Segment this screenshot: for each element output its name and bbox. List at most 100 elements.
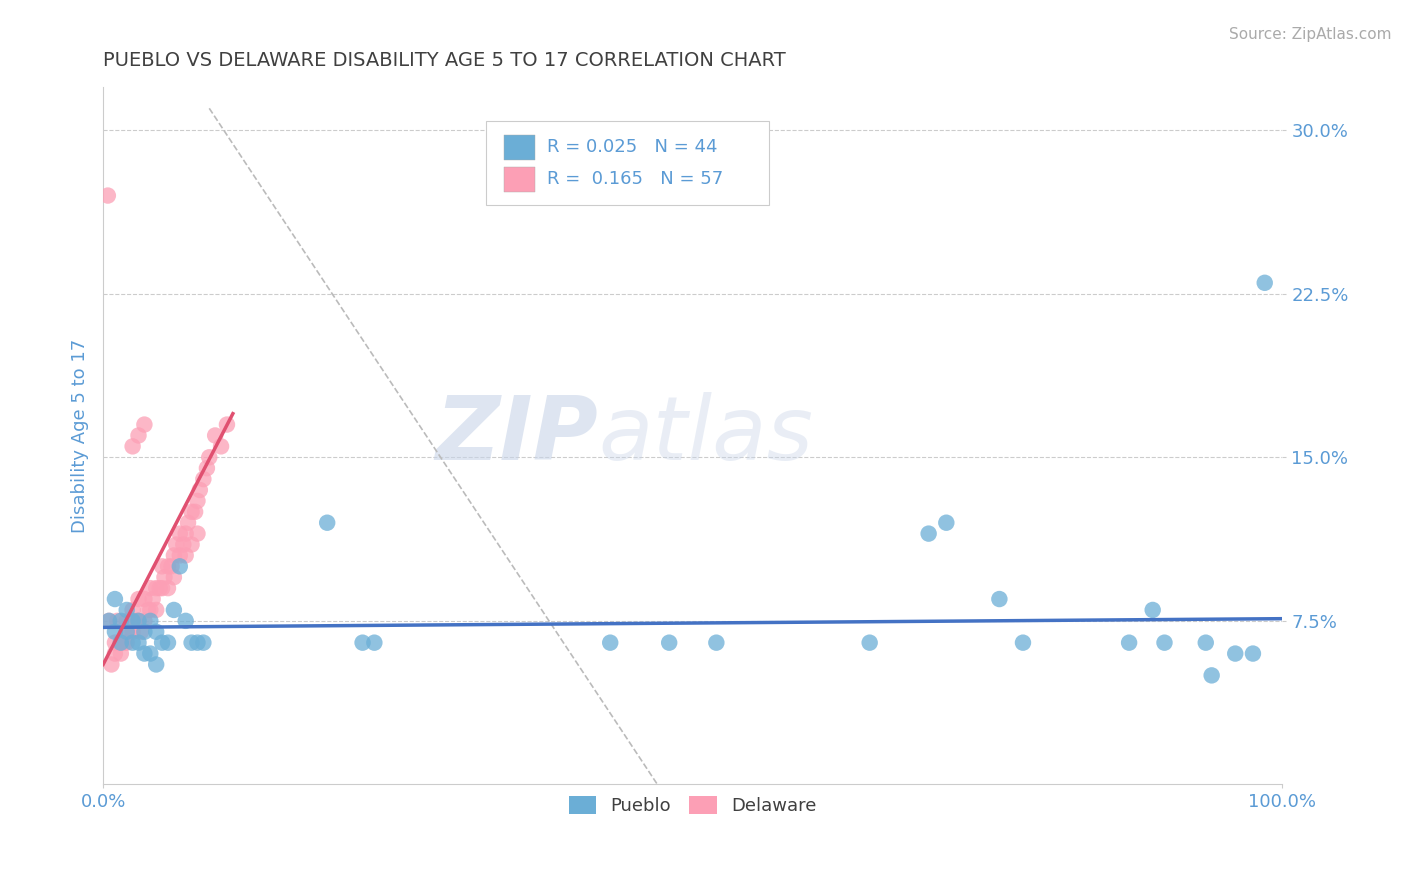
Point [105, 614, 128, 628]
Point [115, 635, 138, 649]
Point [193, 472, 215, 486]
Point [160, 559, 183, 574]
Point [163, 549, 186, 563]
Point [1153, 635, 1175, 649]
Point [169, 549, 191, 563]
Point [121, 635, 143, 649]
Point [177, 516, 200, 530]
Point [156, 635, 179, 649]
Point [128, 592, 150, 607]
Point [156, 559, 179, 574]
Point [128, 614, 150, 628]
Point [859, 635, 882, 649]
Point [104, 624, 127, 639]
Point [112, 635, 135, 649]
Point [209, 439, 232, 453]
Point [180, 537, 202, 551]
FancyBboxPatch shape [486, 121, 769, 205]
Point [169, 559, 191, 574]
Point [121, 439, 143, 453]
Point [917, 526, 939, 541]
Point [139, 647, 162, 661]
Point [115, 603, 138, 617]
Y-axis label: Disability Age 5 to 17: Disability Age 5 to 17 [72, 338, 89, 533]
Point [128, 614, 150, 628]
Point [1142, 603, 1164, 617]
Point [184, 505, 207, 519]
Point [121, 614, 143, 628]
Point [1254, 276, 1277, 290]
Point [186, 526, 208, 541]
Point [1118, 635, 1140, 649]
Text: atlas: atlas [599, 392, 813, 478]
Point [174, 614, 197, 628]
Point [134, 647, 156, 661]
Text: PUEBLO VS DELAWARE DISABILITY AGE 5 TO 17 CORRELATION CHART: PUEBLO VS DELAWARE DISABILITY AGE 5 TO 1… [103, 51, 786, 70]
Point [139, 603, 162, 617]
Text: Source: ZipAtlas.com: Source: ZipAtlas.com [1229, 27, 1392, 42]
Point [163, 603, 186, 617]
Point [110, 614, 132, 628]
Point [153, 570, 176, 584]
Point [121, 624, 143, 639]
Point [706, 635, 728, 649]
Text: R = 0.025   N = 44: R = 0.025 N = 44 [547, 138, 717, 156]
Point [145, 657, 167, 672]
Point [599, 635, 621, 649]
Point [134, 614, 156, 628]
Point [139, 614, 162, 628]
Point [1225, 647, 1247, 661]
Point [125, 614, 148, 628]
Point [165, 537, 187, 551]
Text: R =  0.165   N = 57: R = 0.165 N = 57 [547, 170, 723, 188]
Point [1012, 635, 1035, 649]
Point [134, 624, 156, 639]
Point [150, 635, 173, 649]
Point [174, 526, 197, 541]
Point [115, 624, 138, 639]
Point [988, 592, 1011, 607]
Point [198, 450, 221, 465]
Point [156, 581, 179, 595]
Point [139, 581, 162, 595]
Point [1201, 668, 1223, 682]
Point [128, 428, 150, 442]
Point [98, 614, 121, 628]
Point [128, 635, 150, 649]
Point [121, 603, 143, 617]
Point [145, 624, 167, 639]
Point [1195, 635, 1218, 649]
Point [97, 188, 120, 202]
FancyBboxPatch shape [505, 167, 534, 192]
Point [104, 647, 127, 661]
Point [1241, 647, 1264, 661]
Point [145, 581, 167, 595]
Point [316, 516, 339, 530]
Point [172, 537, 194, 551]
Point [658, 635, 681, 649]
Point [204, 428, 226, 442]
Point [134, 592, 156, 607]
Point [935, 516, 957, 530]
Point [188, 483, 211, 497]
Point [180, 635, 202, 649]
Point [186, 635, 208, 649]
Point [100, 657, 122, 672]
Point [110, 635, 132, 649]
Point [174, 549, 197, 563]
Point [145, 603, 167, 617]
Legend: Pueblo, Delaware: Pueblo, Delaware [560, 787, 825, 824]
Point [104, 635, 127, 649]
Point [129, 624, 152, 639]
Point [104, 592, 127, 607]
Point [363, 635, 385, 649]
Text: ZIP: ZIP [436, 392, 599, 479]
Point [134, 417, 156, 432]
Point [195, 461, 218, 475]
Point [136, 603, 159, 617]
Point [142, 592, 165, 607]
Point [163, 570, 186, 584]
Point [150, 581, 173, 595]
Point [169, 526, 191, 541]
Point [180, 505, 202, 519]
